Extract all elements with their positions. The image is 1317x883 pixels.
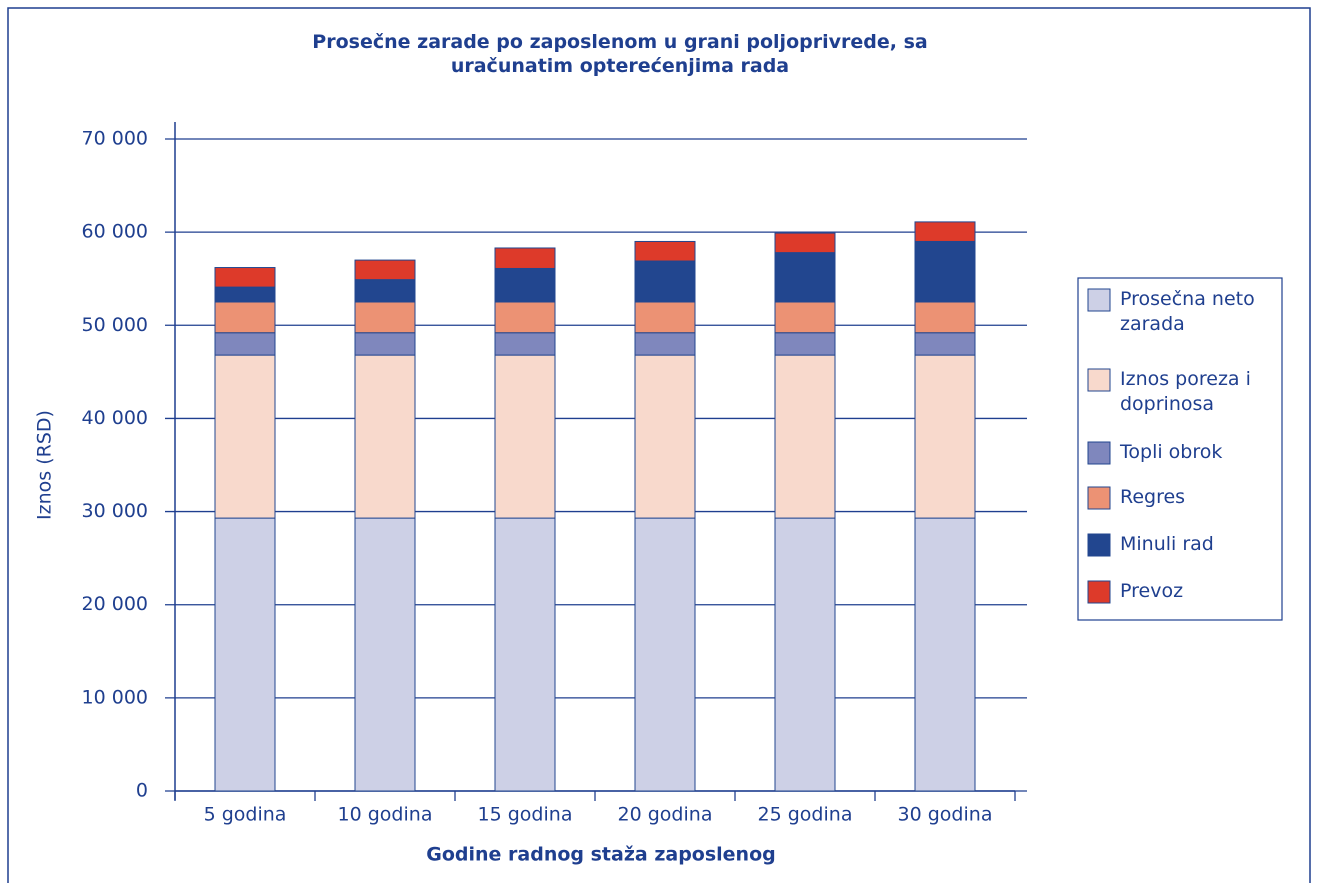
y-tick-label: 40 000 [82, 407, 148, 429]
legend-swatch [1087, 368, 1111, 392]
frame [7, 7, 1311, 883]
legend-swatch [1087, 486, 1111, 510]
bar-segment [494, 332, 556, 356]
y-tick-label: 0 [136, 780, 148, 802]
bar-segment [774, 517, 836, 792]
bar-segment [634, 332, 696, 356]
legend-label: Prosečna neto zarada [1120, 288, 1255, 335]
bar-segment [494, 267, 556, 303]
bar-segment [354, 517, 416, 792]
legend-label: Topli obrok [1120, 441, 1223, 463]
bar-segment [914, 517, 976, 792]
legend-label: Prevoz [1120, 580, 1184, 602]
bar-segment [774, 332, 836, 356]
bar-segment [354, 354, 416, 519]
bar-segment [634, 517, 696, 792]
x-tick-label: 5 godina [204, 804, 287, 826]
bar-segment [354, 301, 416, 334]
legend-swatch [1087, 580, 1111, 604]
x-axis-label: Godine radnog staža zaposlenog [426, 844, 776, 866]
bar-segment [214, 301, 276, 334]
bar-segment [354, 332, 416, 356]
bar-segment [774, 232, 836, 254]
y-tick-label: 50 000 [82, 314, 148, 336]
y-tick-label: 10 000 [82, 686, 148, 708]
bar-segment [214, 286, 276, 303]
x-tick-label: 25 godina [758, 804, 853, 826]
bar-segment [494, 301, 556, 334]
y-tick-label: 20 000 [82, 593, 148, 615]
bar-segment [354, 259, 416, 281]
y-tick-label: 70 000 [82, 128, 148, 150]
legend-label: Regres [1120, 486, 1186, 508]
bar-segment [914, 240, 976, 303]
bar-segment [634, 240, 696, 262]
legend-swatch [1087, 533, 1111, 557]
bar-segment [494, 517, 556, 792]
bar-segment [914, 221, 976, 242]
x-tick-label: 15 godina [478, 804, 573, 826]
y-axis-label: Iznos (RSD) [34, 410, 56, 520]
bar-segment [214, 267, 276, 288]
bar-segment [914, 332, 976, 356]
x-tick-label: 10 godina [338, 804, 433, 826]
y-tick-label: 30 000 [82, 500, 148, 522]
legend-box [1077, 277, 1283, 621]
bar-segment [214, 354, 276, 519]
bar-segment [634, 301, 696, 334]
chart-title: Prosečne zarade po zaposlenom u grani po… [312, 31, 928, 77]
legend-label: Iznos poreza i doprinosa [1120, 368, 1251, 415]
bar-segment [914, 301, 976, 334]
bar-segment [494, 247, 556, 269]
x-tick-label: 30 godina [898, 804, 993, 826]
legend-swatch [1087, 288, 1111, 312]
bar-segment [774, 354, 836, 519]
bar-segment [634, 260, 696, 303]
bar-segment [774, 301, 836, 334]
legend-swatch [1087, 441, 1111, 465]
y-tick-label: 60 000 [82, 221, 148, 243]
bar-segment [354, 279, 416, 303]
x-tick-label: 20 godina [618, 804, 713, 826]
bar-segment [914, 354, 976, 519]
bar-segment [634, 354, 696, 519]
legend-label: Minuli rad [1120, 533, 1214, 555]
bar-segment [214, 332, 276, 356]
bar-segment [214, 517, 276, 792]
bar-segment [774, 252, 836, 303]
bar-segment [494, 354, 556, 519]
